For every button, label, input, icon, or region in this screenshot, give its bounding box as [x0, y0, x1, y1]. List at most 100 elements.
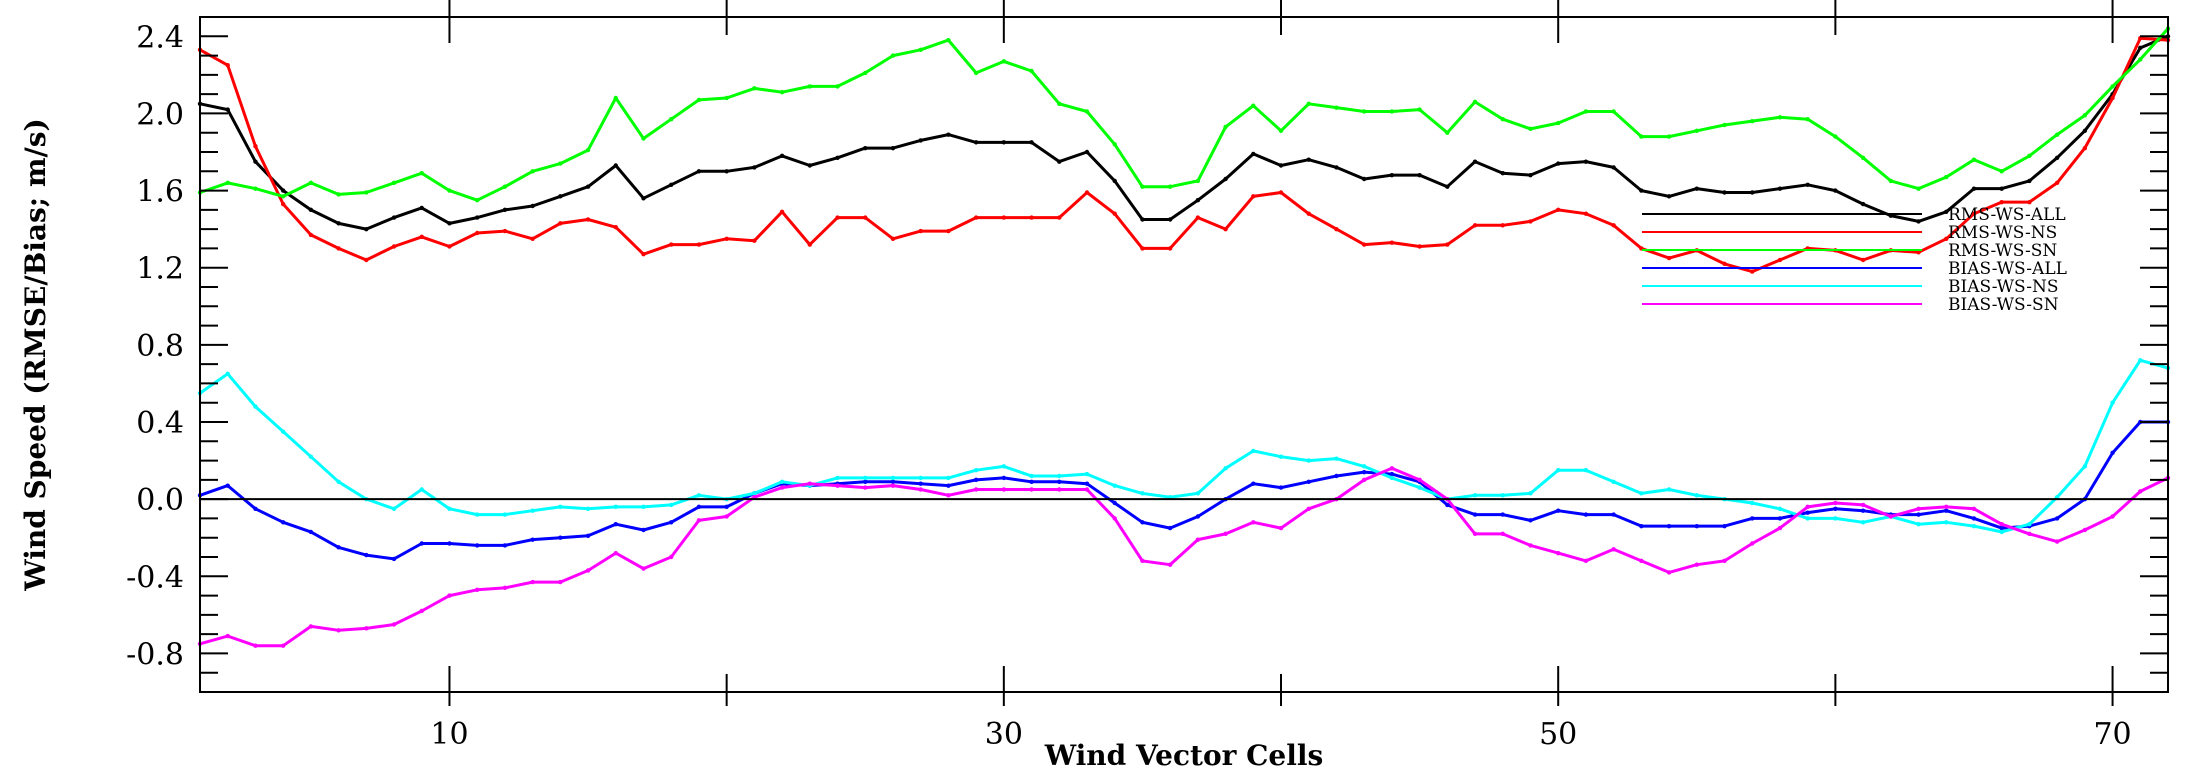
data-point-rms-ws-all: [946, 132, 951, 137]
data-point-rms-ws-sn: [1694, 128, 1699, 133]
data-point-bias-ws-sn: [391, 622, 397, 627]
data-point-bias-ws-all: [1750, 516, 1755, 521]
data-point-rms-ws-all: [530, 203, 535, 209]
x-axis-title: Wind Vector Cells: [1044, 739, 1324, 772]
data-point-rms-ws-ns: [1167, 246, 1173, 251]
legend-label-bias-ws-ns: BIAS-WS-NS: [1948, 277, 2059, 297]
data-point-rms-ws-all: [1029, 140, 1034, 145]
data-point-bias-ws-all: [1306, 479, 1311, 484]
data-point-bias-ws-all: [1666, 523, 1672, 529]
data-point-bias-ws-ns: [530, 508, 535, 513]
data-point-rms-ws-ns: [1389, 240, 1395, 245]
data-point-rms-ws-all: [779, 153, 785, 159]
data-point-bias-ws-all: [1389, 471, 1395, 477]
data-point-bias-ws-ns: [1860, 520, 1866, 525]
data-point-bias-ws-all: [585, 533, 591, 538]
data-point-rms-ws-sn: [2138, 57, 2143, 62]
data-point-bias-ws-ns: [1140, 491, 1145, 496]
data-point-rms-ws-ns: [1029, 215, 1034, 220]
legend: RMS-WS-ALLRMS-WS-NSRMS-WS-SNBIAS-WS-ALLB…: [1642, 205, 2067, 315]
data-point-rms-ws-sn: [336, 192, 341, 197]
data-point-bias-ws-ns: [1999, 529, 2004, 535]
data-point-bias-ws-all: [1361, 469, 1367, 475]
data-point-bias-ws-ns: [419, 487, 424, 492]
data-point-bias-ws-all: [1805, 510, 1810, 515]
data-point-bias-ws-sn: [669, 554, 674, 560]
data-point-rms-ws-ns: [1999, 199, 2004, 205]
data-point-bias-ws-all: [890, 479, 896, 484]
data-point-rms-ws-sn: [1195, 178, 1201, 184]
data-point-bias-ws-sn: [1666, 570, 1672, 575]
data-point-bias-ws-all: [336, 545, 341, 550]
data-point-rms-ws-ns: [946, 228, 951, 234]
data-point-rms-ws-ns: [253, 144, 258, 149]
data-point-bias-ws-sn: [1722, 558, 1727, 564]
data-point-bias-ws-all: [1722, 523, 1727, 529]
data-point-rms-ws-sn: [1500, 117, 1505, 122]
data-point-bias-ws-sn: [1112, 516, 1117, 521]
data-point-rms-ws-ns: [1777, 257, 1783, 263]
data-point-bias-ws-all: [1528, 518, 1533, 523]
data-point-bias-ws-all: [502, 543, 508, 548]
data-point-bias-ws-sn: [863, 485, 868, 490]
data-point-bias-ws-all: [696, 504, 702, 510]
data-point-bias-ws-sn: [1555, 550, 1561, 556]
data-point-rms-ws-sn: [779, 90, 785, 95]
data-point-bias-ws-ns: [752, 491, 757, 496]
data-point-rms-ws-all: [724, 169, 729, 174]
data-point-rms-ws-all: [1251, 151, 1256, 157]
data-point-rms-ws-ns: [336, 246, 341, 251]
plot-frame: [199, 16, 2169, 693]
data-point-rms-ws-sn: [1001, 59, 1007, 64]
data-point-rms-ws-all: [447, 221, 452, 226]
data-point-rms-ws-all: [1777, 186, 1783, 191]
data-point-rms-ws-sn: [1057, 101, 1062, 106]
data-point-bias-ws-ns: [1472, 493, 1478, 498]
data-point-bias-ws-sn: [447, 593, 452, 598]
data-point-bias-ws-ns: [1639, 491, 1644, 496]
data-point-rms-ws-sn: [1112, 142, 1117, 147]
data-point-rms-ws-all: [1583, 159, 1589, 164]
data-point-rms-ws-sn: [973, 70, 979, 76]
data-point-rms-ws-all: [1057, 159, 1062, 164]
data-point-bias-ws-all: [613, 522, 618, 527]
y-tick-label: 0.0: [136, 483, 184, 518]
data-point-rms-ws-all: [1223, 176, 1228, 182]
data-point-bias-ws-ns: [502, 512, 508, 517]
data-point-rms-ws-all: [1666, 194, 1672, 199]
x-tick-label: 70: [2093, 717, 2131, 752]
data-point-rms-ws-sn: [641, 136, 646, 141]
data-point-rms-ws-sn: [696, 97, 702, 103]
data-point-rms-ws-sn: [391, 180, 397, 186]
data-point-rms-ws-sn: [1140, 184, 1145, 189]
data-point-rms-ws-ns: [1944, 236, 1949, 241]
data-point-rms-ws-ns: [530, 236, 535, 241]
data-point-rms-ws-all: [1500, 171, 1505, 176]
data-point-rms-ws-all: [1944, 209, 1949, 214]
data-point-rms-ws-all: [1472, 159, 1478, 164]
data-point-bias-ws-sn: [1860, 502, 1866, 508]
data-point-bias-ws-ns: [447, 506, 452, 511]
data-point-rms-ws-sn: [613, 95, 618, 101]
data-point-rms-ws-sn: [835, 84, 840, 89]
data-point-bias-ws-ns: [1777, 506, 1783, 511]
data-point-rms-ws-sn: [1777, 115, 1783, 120]
data-point-rms-ws-ns: [2027, 199, 2032, 205]
data-point-rms-ws-all: [696, 169, 702, 174]
series-line-rms-ws-ns: [199, 36, 2169, 274]
data-point-rms-ws-all: [669, 182, 674, 187]
data-point-rms-ws-sn: [280, 194, 286, 199]
series-line-bias-ws-ns: [199, 358, 2169, 534]
data-point-rms-ws-ns: [1140, 246, 1145, 251]
data-point-bias-ws-ns: [2082, 464, 2088, 469]
data-point-rms-ws-all: [253, 159, 258, 164]
data-point-bias-ws-sn: [1916, 506, 1921, 511]
data-point-rms-ws-ns: [890, 236, 896, 241]
data-point-bias-ws-sn: [641, 566, 646, 571]
data-point-bias-ws-all: [1278, 485, 1284, 490]
data-point-rms-ws-all: [1140, 217, 1145, 222]
y-tick-label: 2.0: [136, 97, 184, 132]
data-point-rms-ws-all: [364, 226, 369, 232]
data-point-bias-ws-ns: [918, 475, 923, 481]
data-point-bias-ws-sn: [835, 483, 840, 488]
